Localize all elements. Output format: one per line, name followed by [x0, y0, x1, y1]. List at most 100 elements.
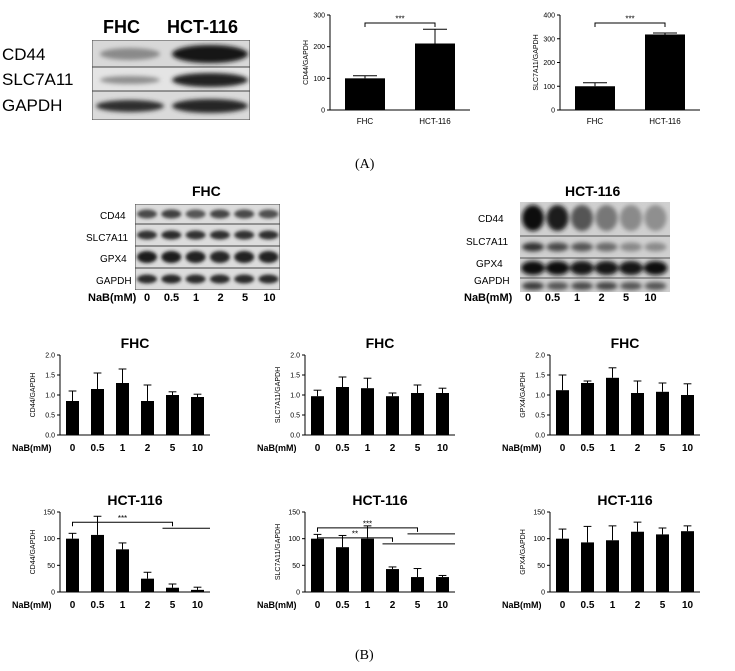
bar	[681, 395, 694, 435]
x-tick-label: 1	[120, 443, 126, 454]
bar	[415, 43, 455, 110]
bar	[311, 396, 324, 435]
chart-b-fhc-cd44: FHC 0.0 0.5 1.0 1.5 2.0 CD44/GAPDH 0 0.5 1 2 5 10 NaB…	[12, 335, 210, 454]
hct-band	[595, 205, 618, 231]
bar	[386, 396, 399, 435]
hct-band	[571, 242, 593, 252]
hct-band	[620, 205, 642, 231]
significance-stars: **	[352, 529, 358, 538]
fhc-band	[185, 274, 206, 284]
fhc-band	[209, 230, 230, 240]
x-tick-label: 2	[635, 600, 641, 611]
blot-a-row-slc7a11: SLC7A11	[2, 70, 74, 89]
hct-band	[522, 282, 544, 290]
y-tick-label: 0.5	[535, 413, 545, 420]
chart-b-fhc-gpx4: FHC 0.0 0.5 1.0 1.5 2.0 GPX4/GAPDH 0 0.5 1 2 5 10 NaB…	[502, 335, 700, 454]
blot-b-fhc-row-slc7a11: SLC7A11	[86, 233, 129, 244]
hct-band	[644, 242, 667, 252]
blot-b-fhc-dose-3: 2	[217, 292, 224, 304]
fhc-band	[234, 209, 255, 219]
fhc-band	[209, 274, 230, 284]
x-tick-label: 0	[70, 443, 76, 454]
y-tick-label: 0.5	[45, 413, 55, 420]
bar	[411, 577, 424, 592]
x-tick-label: 0.5	[91, 443, 105, 454]
chart-title: FHC	[611, 335, 640, 351]
blot-b-hct-row-gpx4: GPX4	[476, 259, 503, 270]
y-tick-label: 400	[543, 13, 555, 20]
hct-band	[619, 261, 643, 275]
y-tick-label: 1.5	[45, 373, 55, 380]
bar	[556, 538, 569, 592]
fhc-band	[185, 230, 206, 240]
blot-a-row-gapdh: GAPDH	[2, 96, 63, 115]
bar	[581, 542, 594, 592]
hct-band	[570, 261, 594, 275]
y-tick-label: 2.0	[45, 353, 55, 360]
y-tick-label: 2.0	[290, 353, 300, 360]
bar	[116, 549, 129, 592]
significance-bracket	[364, 22, 436, 27]
x-tick-label: 5	[660, 443, 666, 454]
x-tick-label: 10	[192, 600, 204, 611]
significance-stars: ***	[625, 15, 634, 24]
blot-b-hct-image	[520, 202, 670, 292]
x-tick-label: 1	[365, 600, 371, 611]
y-axis-label: CD44/GAPDH	[30, 530, 37, 575]
blot-b-hct-dose-label: NaB(mM)	[464, 292, 513, 304]
bar	[656, 534, 669, 592]
fhc-band	[234, 274, 255, 284]
x-tick-label: 2	[635, 443, 641, 454]
significance-stars: ***	[118, 514, 127, 523]
hct-band	[546, 282, 569, 290]
y-tick-label: 1.0	[45, 393, 55, 400]
bar	[631, 393, 644, 435]
blot-b-hct-row-slc7a11: SLC7A11	[466, 237, 509, 248]
y-tick-label: 100	[313, 76, 325, 83]
x-tick-label: 5	[170, 600, 176, 611]
bar	[681, 531, 694, 592]
fhc-band	[234, 251, 255, 263]
bar	[606, 540, 619, 592]
fhc-band	[137, 251, 157, 263]
x-axis-label: NaB(mM)	[502, 600, 542, 610]
bar	[91, 389, 104, 435]
blot-b-hct-dose-4: 5	[622, 292, 630, 304]
y-tick-label: 100	[543, 84, 555, 91]
bar	[345, 78, 385, 110]
bar	[386, 569, 399, 592]
y-tick-label: 1.0	[290, 393, 300, 400]
y-tick-label: 1.5	[535, 373, 545, 380]
bar	[436, 577, 449, 592]
significance-bracket	[72, 521, 173, 527]
fhc-band	[234, 230, 255, 240]
x-tick-label: 5	[660, 600, 666, 611]
blot-b-fhc: FHC CD44 SLC7A11 GPX4 GAPDH NaB(mM) 0 0.5…	[80, 180, 285, 305]
bar	[631, 531, 644, 592]
chart-title: HCT-116	[597, 492, 652, 508]
significance-bracket	[594, 22, 666, 27]
fhc-band	[161, 209, 182, 219]
blot-b-hct-title: HCT-116	[565, 183, 621, 199]
x-tick-label: 0	[560, 600, 566, 611]
bar	[166, 395, 179, 435]
blot-b-fhc-dose-0: 0	[143, 292, 151, 304]
hct-band	[546, 205, 569, 231]
y-tick-label: 150	[533, 510, 545, 517]
hct-band	[620, 242, 642, 252]
hct-band	[594, 261, 619, 275]
blot-b-fhc-row-gapdh: GAPDH	[96, 276, 132, 287]
x-axis-label: NaB(mM)	[502, 443, 542, 453]
x-tick-label: 0	[70, 600, 76, 611]
fhc-band	[185, 251, 206, 263]
chart-b-hct-gpx4: HCT-116 0 50 100 150 GPX4/GAPDH 0 0.5 1 2 5 10 NaB(m…	[502, 492, 700, 611]
hct-band	[644, 205, 667, 231]
blot-b-fhc-dose-label: NaB(mM)	[88, 292, 137, 304]
y-axis-label: SLC7A11/GAPDH	[275, 367, 282, 423]
chart-b-hct-slc7a11: HCT-116 0 50 100 150 SLC7A11/GAPDH 0 0.5 1 2 5 10 Na…	[257, 492, 455, 611]
x-tick-label: 0	[315, 443, 321, 454]
y-tick-label: 100	[43, 536, 55, 543]
bar	[556, 390, 569, 435]
x-tick-label: 5	[415, 600, 421, 611]
x-tick-label: 10	[682, 600, 694, 611]
